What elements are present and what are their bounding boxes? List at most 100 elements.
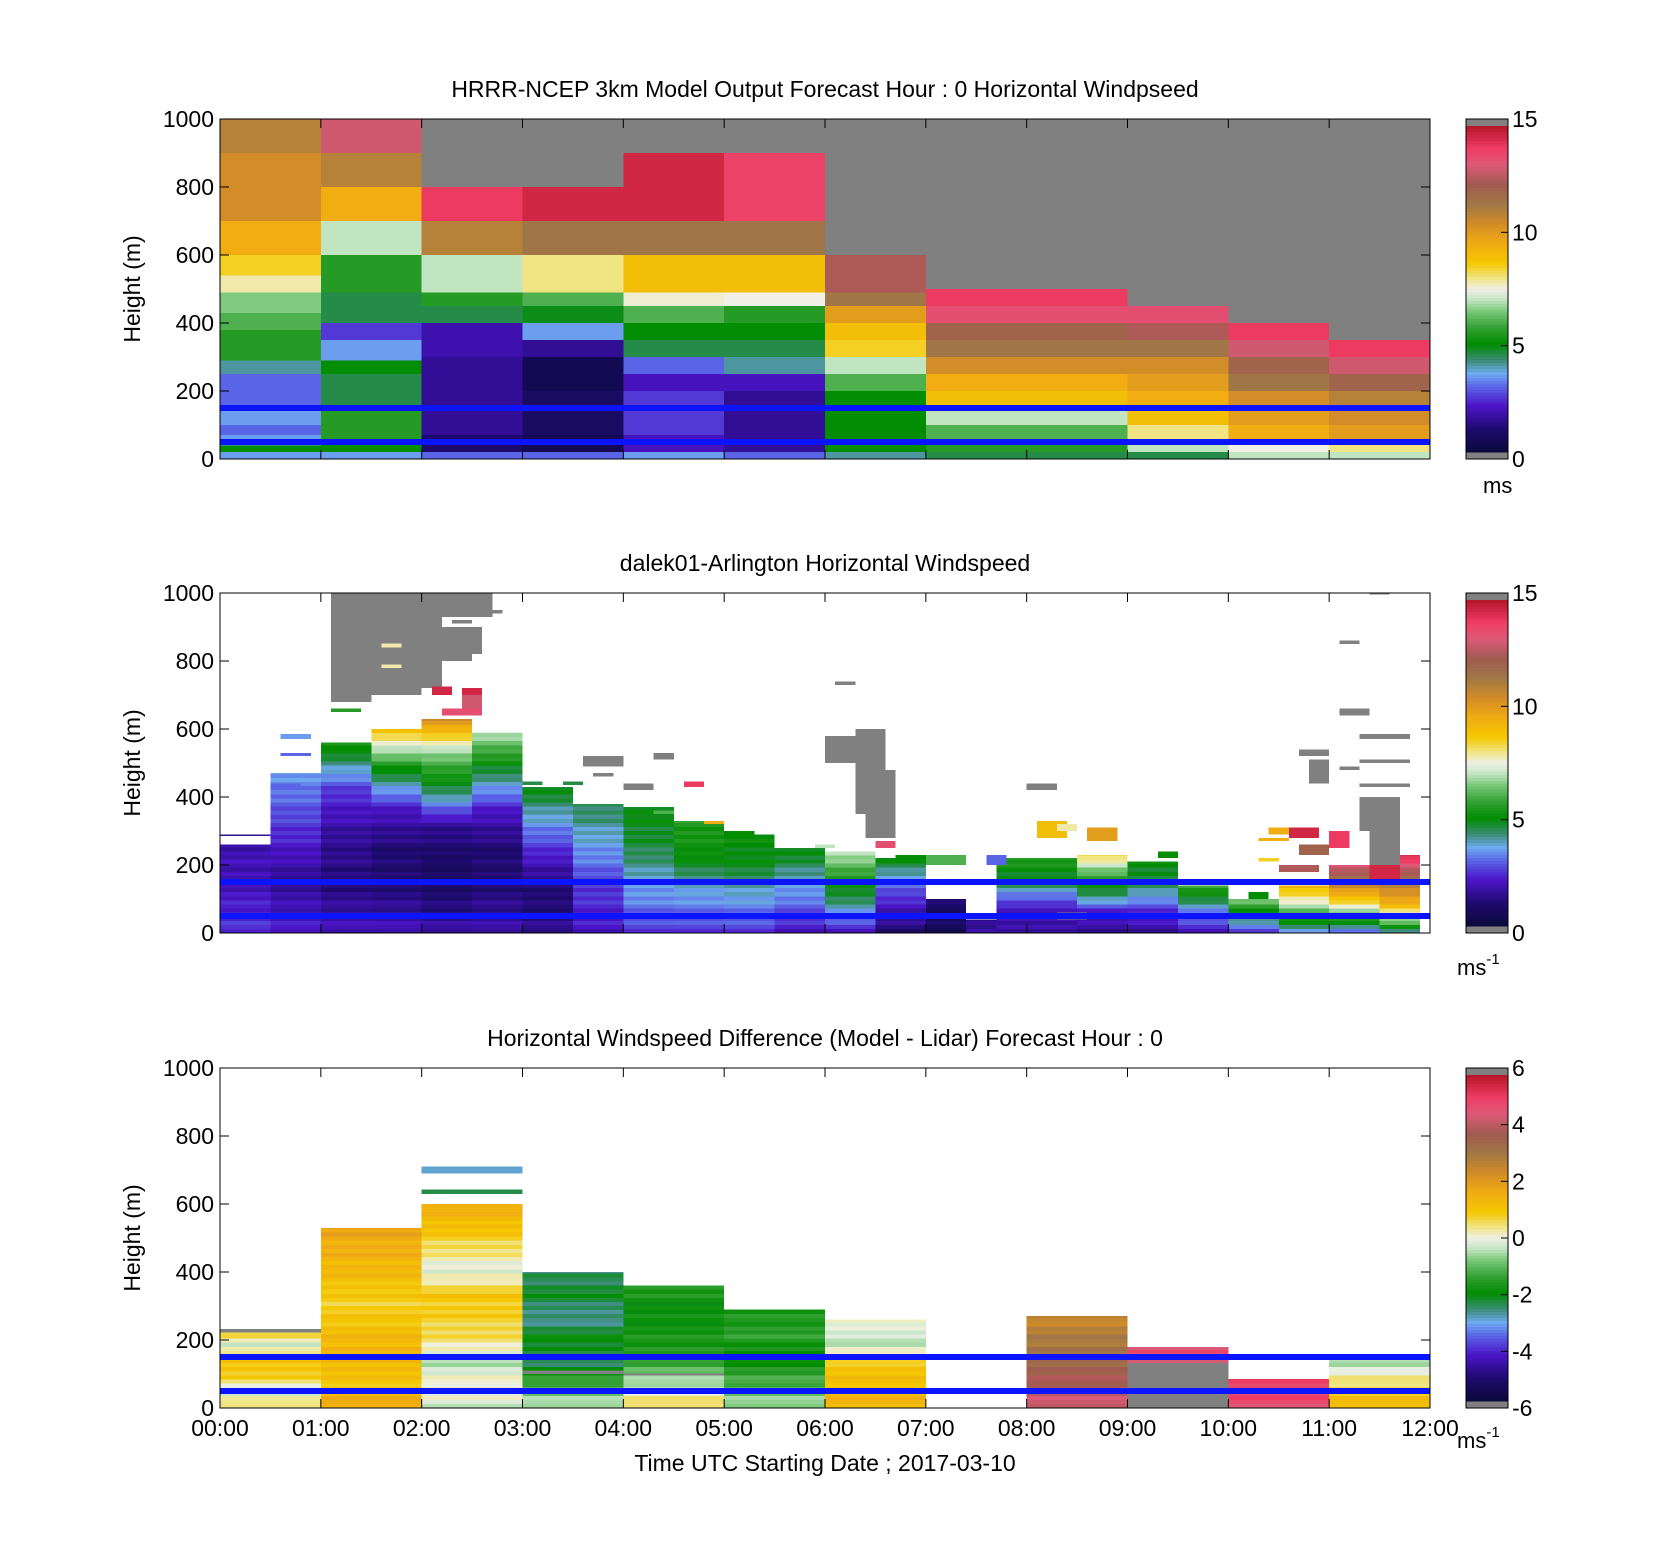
model-cell [925, 391, 1027, 408]
profile-cell [421, 1257, 523, 1262]
y-tick-label: 400 [176, 1259, 214, 1285]
colorbar-swatch [1466, 1128, 1508, 1132]
profile-cell [1177, 920, 1229, 925]
profile-cell [1379, 928, 1420, 933]
profile-cell [623, 855, 674, 860]
colorbar-swatch [1466, 188, 1508, 192]
data-cell [1056, 824, 1078, 831]
model-cell [825, 357, 926, 374]
profile-cell [724, 863, 775, 868]
profile-cell [522, 818, 573, 823]
profile-cell [421, 1338, 523, 1343]
profile-cell [220, 1399, 321, 1404]
colorbar-swatch [1466, 837, 1508, 841]
profile-cell [270, 875, 321, 880]
profile-cell [1127, 908, 1178, 913]
profile-cell [1329, 1379, 1430, 1384]
model-cell [724, 306, 825, 323]
y-tick-label: 800 [176, 174, 214, 200]
x-tick-label: 12:00 [1401, 1415, 1459, 1441]
colorbar-swatch [1466, 194, 1508, 198]
y-axis: 0 200 400 600 800 1000 [163, 580, 1430, 946]
profile-cell [825, 851, 876, 856]
model-cell [220, 391, 321, 408]
colorbar-missing-swatch [1466, 452, 1508, 459]
profile-cell [1228, 924, 1279, 929]
profile-cell [572, 875, 624, 880]
profile-cell [1077, 863, 1128, 868]
model-cell [1026, 452, 1128, 459]
profile-cell [371, 737, 422, 742]
profile-cell [472, 782, 523, 787]
model-cell [825, 292, 926, 306]
profile-cell [572, 924, 624, 929]
profile-cell [522, 1289, 624, 1294]
model-cell [320, 425, 422, 442]
colorbar-swatch [1466, 354, 1508, 358]
profile-cell [421, 1224, 523, 1229]
profile-cell [925, 908, 967, 913]
profile-cell [270, 900, 321, 905]
model-cell [1127, 408, 1229, 425]
colorbar-swatch [1466, 297, 1508, 302]
colorbar-swatch [1466, 1211, 1508, 1215]
profile-cell [421, 1403, 523, 1408]
colorbar-swatch [1466, 665, 1508, 669]
colorbar-swatch [1466, 428, 1508, 432]
profile-cell [825, 920, 876, 925]
profile-cell [270, 798, 321, 803]
profile-cell [320, 1346, 422, 1351]
profile-cell [421, 806, 473, 811]
profile-cell [320, 1367, 422, 1372]
data-cell [683, 781, 704, 787]
profile-cell [825, 1379, 926, 1384]
colorbar-swatch [1466, 682, 1508, 687]
profile-cell [724, 1367, 825, 1372]
profile-cell [825, 867, 876, 872]
profile-cell [472, 777, 523, 783]
colorbar-swatch [1466, 211, 1508, 216]
data-cell [986, 854, 1007, 865]
profile-cell [572, 855, 624, 860]
colorbar-swatch [1466, 688, 1508, 693]
colorbar-swatch [1466, 182, 1508, 186]
data-cell [1339, 708, 1370, 716]
colorbar-unit: ms [1483, 473, 1512, 498]
profile-cell [421, 1220, 523, 1225]
model-cell [1026, 391, 1128, 408]
y-tick-label: 400 [176, 784, 214, 810]
profile-cell [421, 1293, 523, 1298]
profile-cell [472, 737, 523, 742]
model-cell [1127, 374, 1229, 391]
colorbar-swatch [1466, 315, 1508, 320]
profile-cell [220, 855, 271, 860]
profile-cell [472, 806, 523, 811]
colorbar-swatch [1466, 1285, 1508, 1289]
colorbar-swatch [1466, 1288, 1508, 1292]
profile-cell [270, 908, 321, 913]
model-cell [1127, 306, 1229, 323]
colorbar-swatch [1466, 1149, 1508, 1153]
profile-cell [421, 1281, 523, 1286]
y-tick-label: 600 [176, 1191, 214, 1217]
profile-cell [1379, 924, 1420, 929]
model-cell [320, 452, 422, 459]
profile-cell [1278, 900, 1330, 905]
profile-cell [1127, 1399, 1229, 1404]
profile-cell [320, 1322, 422, 1327]
profile-cell [673, 835, 725, 840]
colorbar-swatch [1466, 1261, 1508, 1266]
colorbar-swatch [1466, 671, 1508, 675]
colorbar-tick-label: -6 [1512, 1395, 1532, 1421]
profile-cell [724, 904, 775, 909]
profile-cell [774, 908, 825, 913]
profile-cell [320, 896, 372, 901]
data-cell [562, 781, 583, 786]
colorbar-swatch [1466, 1315, 1508, 1319]
profile-cell [572, 814, 624, 819]
profile-cell [421, 1350, 523, 1355]
profile-cell [270, 843, 321, 848]
profile-cell [522, 855, 573, 860]
model-cell [320, 153, 422, 187]
profile-cell [724, 1371, 825, 1376]
